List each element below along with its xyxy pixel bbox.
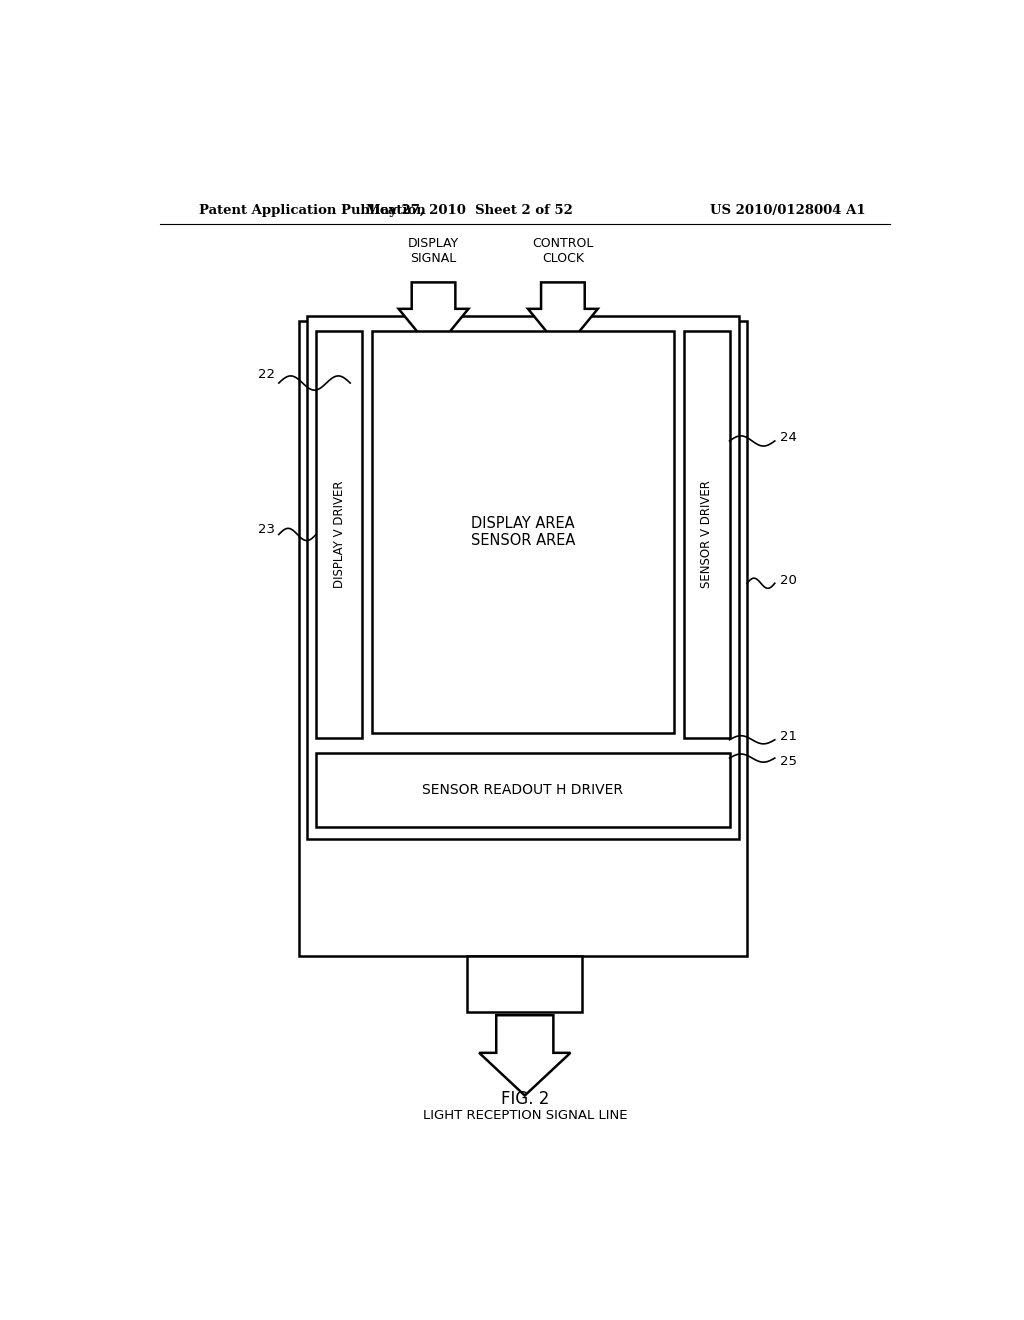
Bar <box>683 331 729 738</box>
Text: 24: 24 <box>780 432 798 445</box>
Text: Patent Application Publication: Patent Application Publication <box>200 205 426 216</box>
Text: DISPLAY V DRIVER: DISPLAY V DRIVER <box>333 480 345 589</box>
Bar <box>316 331 362 738</box>
Text: SENSOR V DRIVER: SENSOR V DRIVER <box>700 480 713 589</box>
Text: 20: 20 <box>780 574 798 586</box>
Bar <box>299 321 748 956</box>
Polygon shape <box>479 1015 570 1096</box>
Text: 25: 25 <box>780 755 798 768</box>
Text: May 27, 2010  Sheet 2 of 52: May 27, 2010 Sheet 2 of 52 <box>366 205 572 216</box>
Text: DISPLAY H DRIVER: DISPLAY H DRIVER <box>459 376 587 389</box>
Text: CONTROL
CLOCK: CONTROL CLOCK <box>532 238 594 265</box>
Bar <box>372 331 674 733</box>
Polygon shape <box>398 282 468 351</box>
Bar <box>467 956 583 1012</box>
Text: 22: 22 <box>258 368 274 381</box>
Text: 21: 21 <box>780 730 798 743</box>
Bar <box>316 752 729 828</box>
Text: SENSOR READOUT H DRIVER: SENSOR READOUT H DRIVER <box>422 783 624 797</box>
Text: FIG. 2: FIG. 2 <box>501 1089 549 1107</box>
Bar <box>306 315 739 840</box>
Text: LIGHT RECEPTION SIGNAL LINE: LIGHT RECEPTION SIGNAL LINE <box>423 1109 627 1122</box>
Text: DISPLAY
SIGNAL: DISPLAY SIGNAL <box>408 238 459 265</box>
Text: 23: 23 <box>258 523 274 536</box>
Text: DISPLAY AREA
SENSOR AREA: DISPLAY AREA SENSOR AREA <box>471 516 575 548</box>
Polygon shape <box>528 282 598 351</box>
Bar <box>350 348 695 417</box>
Text: US 2010/0128004 A1: US 2010/0128004 A1 <box>711 205 866 216</box>
